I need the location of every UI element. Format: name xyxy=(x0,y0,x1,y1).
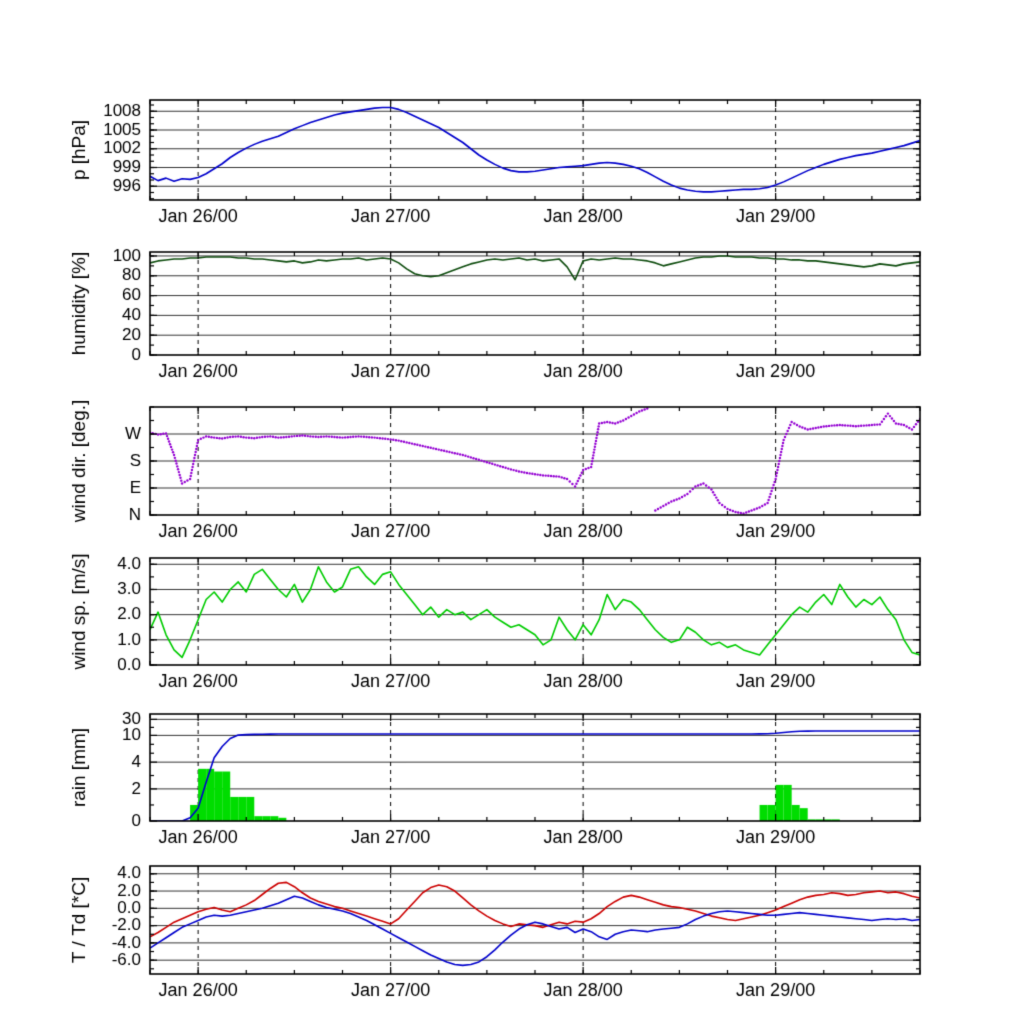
meteogram-page: Muenchen-Kieferngarten (Jan 25 2026 18UT… xyxy=(0,0,1024,1024)
meteogram-canvas xyxy=(0,0,1024,1024)
